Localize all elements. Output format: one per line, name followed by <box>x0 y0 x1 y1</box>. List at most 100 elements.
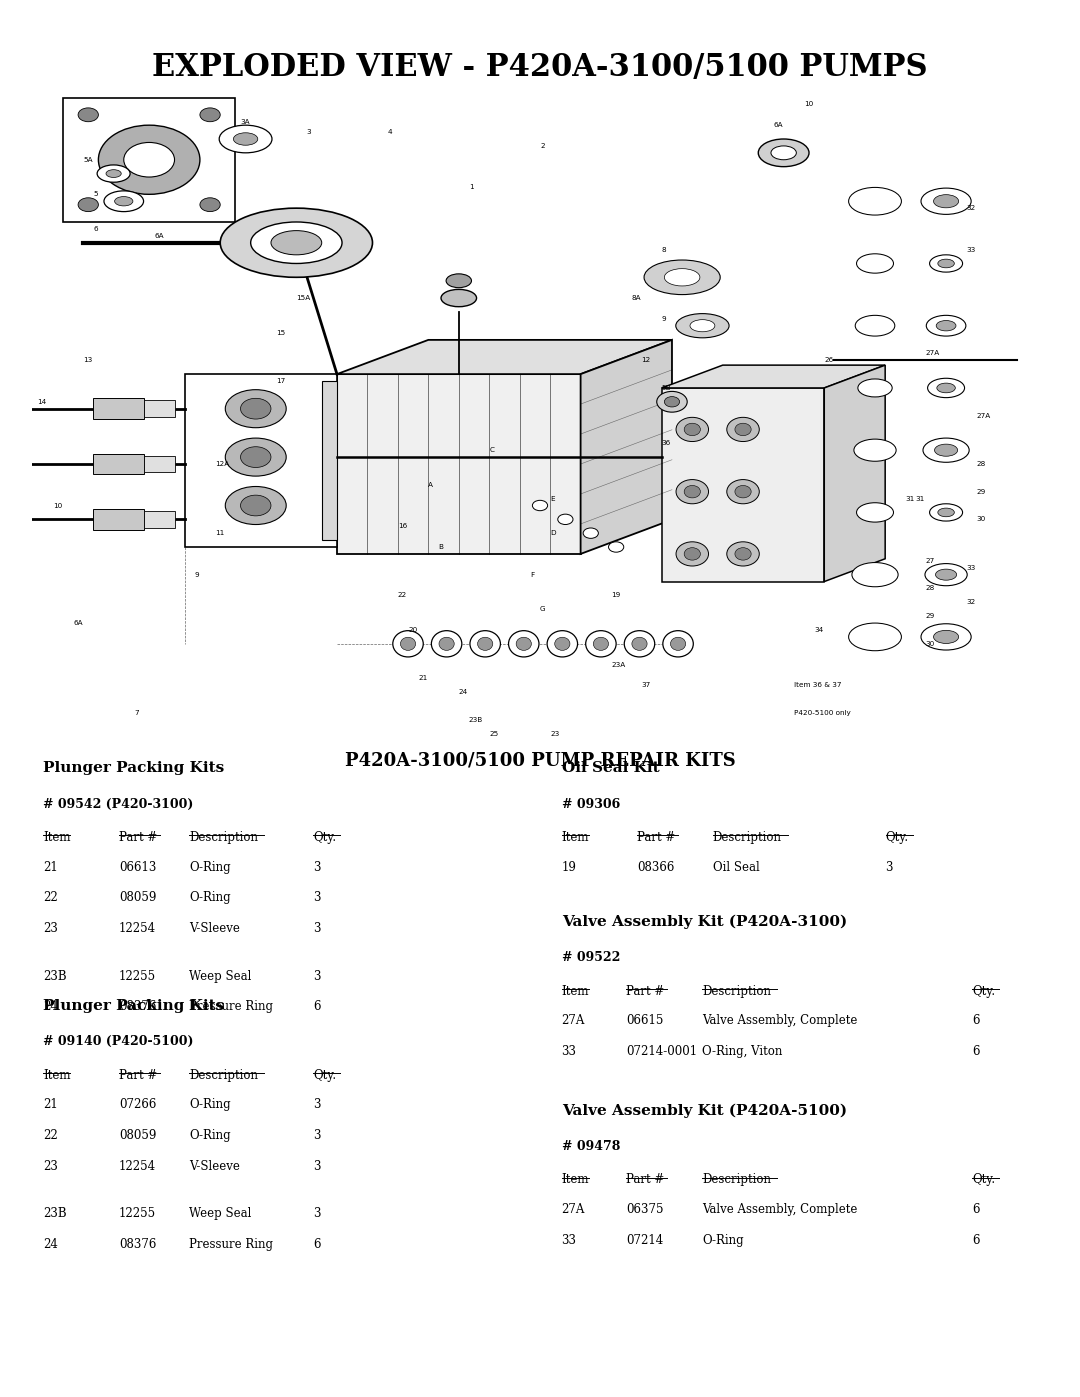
Text: 32: 32 <box>967 205 975 211</box>
Ellipse shape <box>219 126 272 152</box>
Ellipse shape <box>684 423 701 436</box>
Text: 12254: 12254 <box>119 1160 156 1172</box>
Text: 15A: 15A <box>296 295 311 300</box>
Text: 6A: 6A <box>73 620 83 626</box>
Text: 31: 31 <box>916 496 924 502</box>
Text: Weep Seal: Weep Seal <box>189 970 252 982</box>
Text: 12255: 12255 <box>119 970 156 982</box>
Polygon shape <box>63 98 235 222</box>
Ellipse shape <box>241 495 271 515</box>
Text: EXPLODED VIEW - P420A-3100/5100 PUMPS: EXPLODED VIEW - P420A-3100/5100 PUMPS <box>152 52 928 82</box>
Text: Pressure Ring: Pressure Ring <box>189 1238 273 1250</box>
Ellipse shape <box>104 191 144 211</box>
Polygon shape <box>144 401 175 416</box>
Text: 3: 3 <box>886 861 893 873</box>
Ellipse shape <box>608 542 624 552</box>
Ellipse shape <box>921 623 971 650</box>
Text: V-Sleeve: V-Sleeve <box>189 1160 240 1172</box>
Ellipse shape <box>106 169 121 177</box>
Ellipse shape <box>856 254 893 274</box>
Text: O-Ring, Viton: O-Ring, Viton <box>702 1045 782 1058</box>
Text: 32: 32 <box>967 599 975 605</box>
Text: V-Sleeve: V-Sleeve <box>189 922 240 935</box>
Text: A: A <box>429 482 433 488</box>
Ellipse shape <box>671 637 686 651</box>
Text: 14: 14 <box>38 398 46 405</box>
Text: P420A-3100/5100 PUMP REPAIR KITS: P420A-3100/5100 PUMP REPAIR KITS <box>345 752 735 770</box>
Ellipse shape <box>663 630 693 657</box>
Ellipse shape <box>401 637 416 651</box>
Text: 27A: 27A <box>562 1014 585 1027</box>
Text: Description: Description <box>189 1069 258 1081</box>
Polygon shape <box>93 454 144 475</box>
Ellipse shape <box>676 479 708 504</box>
Ellipse shape <box>934 444 958 457</box>
Text: 6: 6 <box>972 1234 980 1246</box>
Ellipse shape <box>431 630 462 657</box>
Text: 7: 7 <box>134 710 138 715</box>
Ellipse shape <box>690 320 715 331</box>
Text: # 09522: # 09522 <box>562 951 620 964</box>
Text: 27A: 27A <box>926 351 940 356</box>
Circle shape <box>200 198 220 211</box>
Ellipse shape <box>251 222 342 264</box>
Text: P420-5100 only: P420-5100 only <box>794 710 851 715</box>
Text: 6: 6 <box>972 1045 980 1058</box>
Text: Item: Item <box>43 831 70 844</box>
Ellipse shape <box>856 503 893 522</box>
Text: 27A: 27A <box>976 412 990 419</box>
Ellipse shape <box>849 623 902 651</box>
Text: Valve Assembly Kit (P420A-3100): Valve Assembly Kit (P420A-3100) <box>562 915 847 929</box>
Ellipse shape <box>446 274 472 288</box>
Text: 13: 13 <box>83 358 93 363</box>
Text: 3: 3 <box>313 891 321 904</box>
Text: B: B <box>438 543 444 550</box>
Text: 22: 22 <box>43 1129 58 1141</box>
Text: 6: 6 <box>972 1014 980 1027</box>
Ellipse shape <box>557 514 573 524</box>
Text: 22: 22 <box>397 592 407 598</box>
Ellipse shape <box>921 189 971 214</box>
Text: Part #: Part # <box>119 831 157 844</box>
Text: 34: 34 <box>814 627 823 633</box>
Text: Valve Assembly, Complete: Valve Assembly, Complete <box>702 1203 858 1215</box>
Text: Qty.: Qty. <box>972 1173 995 1186</box>
Ellipse shape <box>226 390 286 427</box>
Text: 07266: 07266 <box>119 1098 157 1111</box>
Text: D: D <box>550 531 556 536</box>
Text: Part #: Part # <box>637 831 675 844</box>
Ellipse shape <box>936 383 956 393</box>
Text: 6A: 6A <box>773 122 783 129</box>
Ellipse shape <box>585 630 616 657</box>
Text: Plunger Packing Kits: Plunger Packing Kits <box>43 999 225 1013</box>
Text: 24: 24 <box>459 689 468 696</box>
Polygon shape <box>144 511 175 528</box>
Text: Description: Description <box>189 831 258 844</box>
Ellipse shape <box>657 391 687 412</box>
Ellipse shape <box>933 630 959 644</box>
Polygon shape <box>662 365 886 388</box>
Ellipse shape <box>226 439 286 476</box>
Ellipse shape <box>241 447 271 468</box>
Text: 08059: 08059 <box>119 891 157 904</box>
Text: O-Ring: O-Ring <box>189 1129 231 1141</box>
Text: 08366: 08366 <box>637 861 675 873</box>
Text: 07214-0001: 07214-0001 <box>626 1045 698 1058</box>
Ellipse shape <box>855 316 895 337</box>
Text: 8A: 8A <box>632 295 642 300</box>
Text: 3: 3 <box>313 1129 321 1141</box>
Text: 23B: 23B <box>43 970 67 982</box>
Text: 3: 3 <box>307 129 311 136</box>
Text: Description: Description <box>702 985 771 997</box>
Text: 3: 3 <box>313 861 321 873</box>
Text: 10: 10 <box>53 503 62 509</box>
Polygon shape <box>93 398 144 419</box>
Text: 1: 1 <box>469 184 473 190</box>
Ellipse shape <box>734 548 752 560</box>
Ellipse shape <box>516 637 531 651</box>
Text: Pressure Ring: Pressure Ring <box>189 1000 273 1013</box>
Text: O-Ring: O-Ring <box>189 1098 231 1111</box>
Ellipse shape <box>477 637 492 651</box>
Ellipse shape <box>927 316 966 337</box>
Ellipse shape <box>438 637 455 651</box>
